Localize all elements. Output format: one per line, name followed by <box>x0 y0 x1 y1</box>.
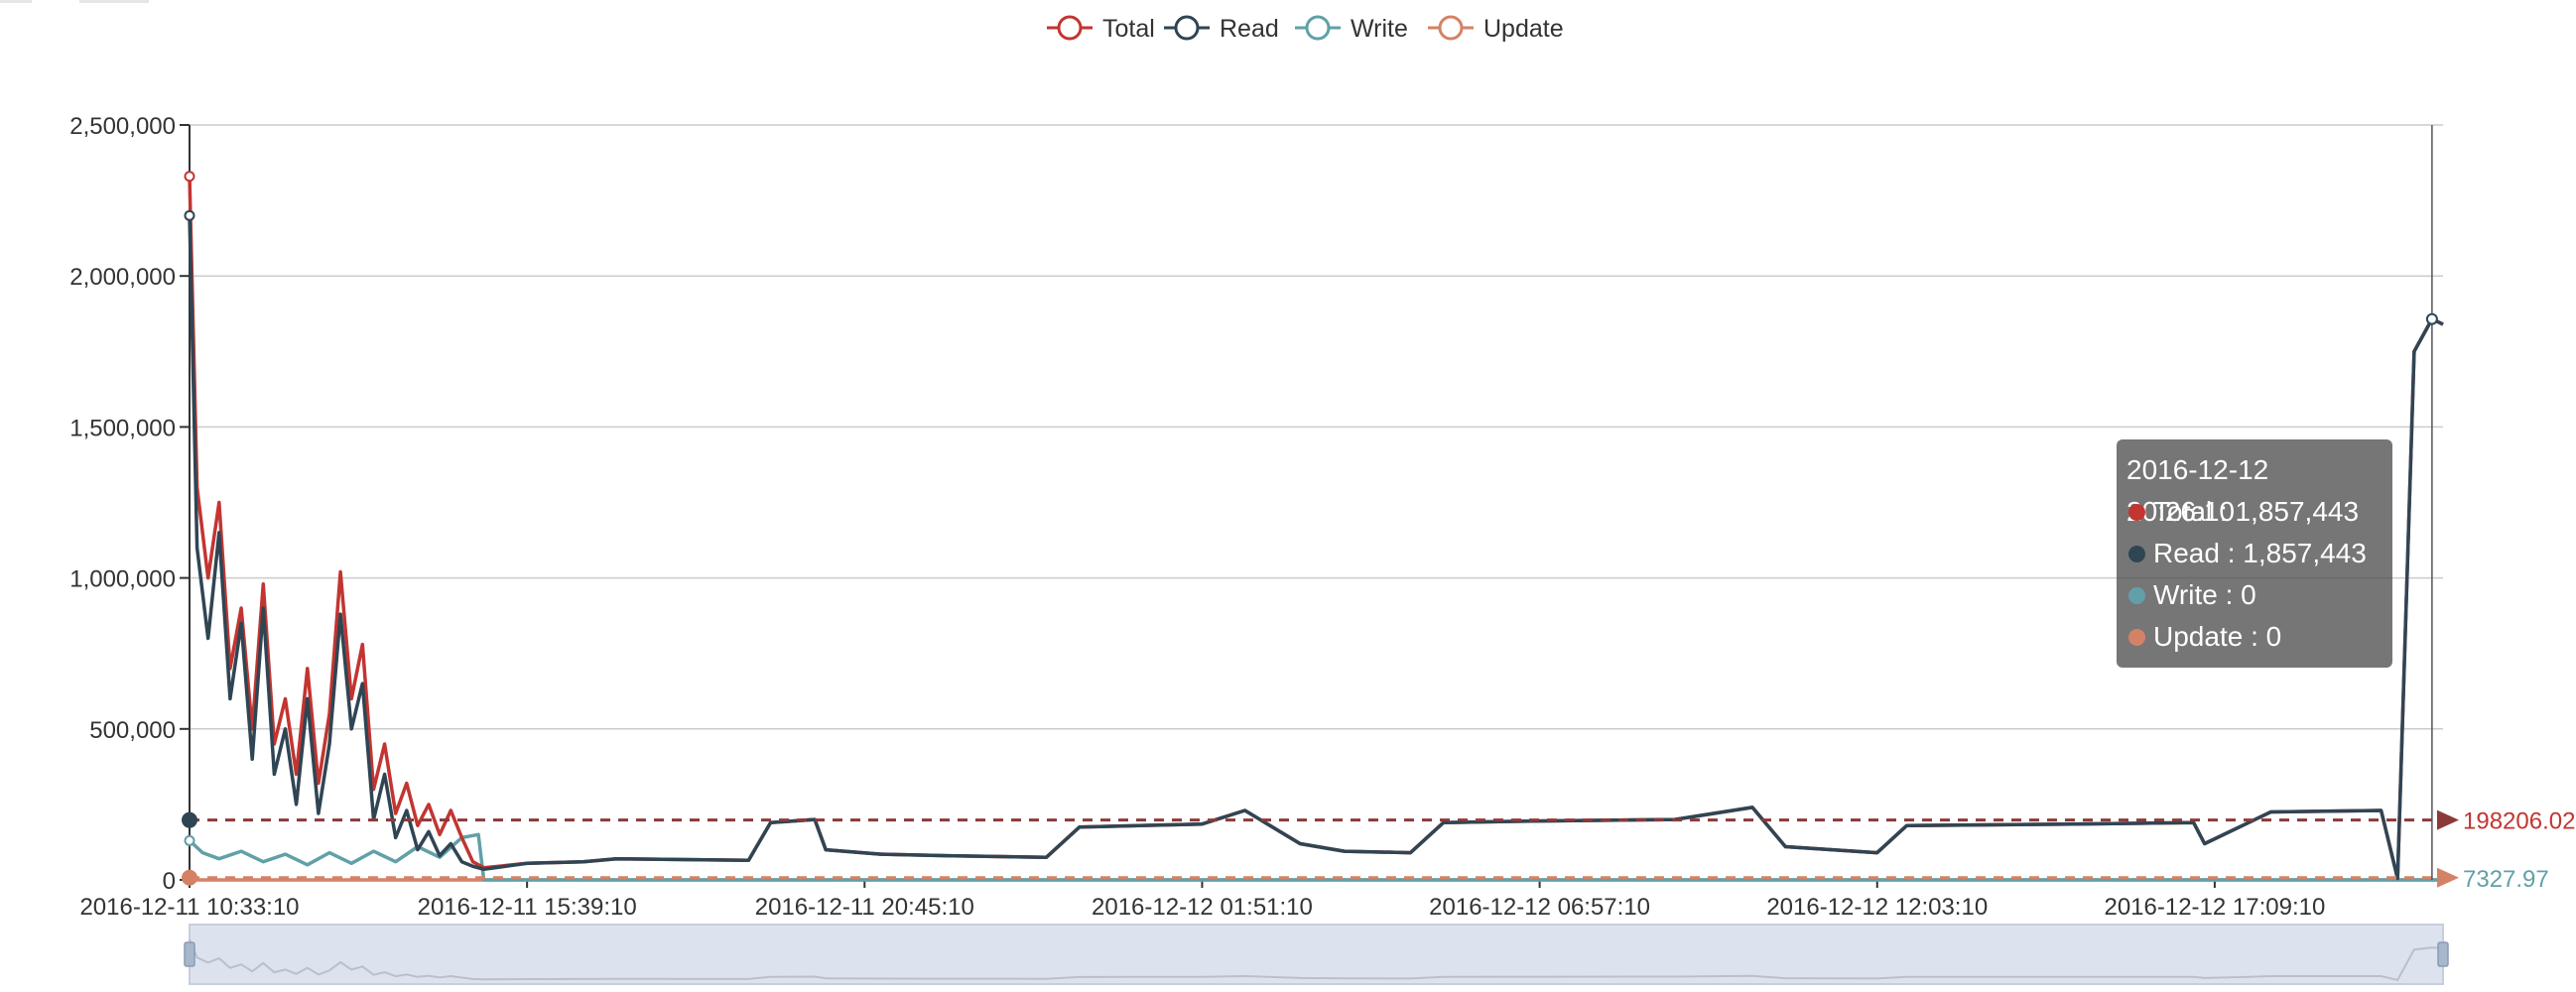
axis-pointer <box>2425 125 2438 880</box>
tooltip-row-read: Read : 1,857,443 <box>2126 533 2383 574</box>
tooltip-row-update: Update : 0 <box>2126 616 2383 658</box>
y-tick-label: 0 <box>163 868 176 895</box>
legend-label-read: Read <box>1220 15 1279 43</box>
lower-mark-label: 7327.97 <box>2463 866 2549 893</box>
lower-mark-arrow <box>2437 867 2459 888</box>
zoom-handle-left[interactable] <box>184 941 195 967</box>
y-tick-label: 500,000 <box>89 717 176 744</box>
tooltip-row-write: Write : 0 <box>2126 574 2383 616</box>
legend-label-update: Update <box>1483 15 1564 43</box>
series-point-write <box>184 834 195 846</box>
zoom-track[interactable] <box>189 924 2444 985</box>
series-point-total <box>184 171 195 183</box>
legend-marker-write <box>1305 15 1331 41</box>
tooltip-dot-write <box>2128 586 2145 604</box>
x-tick-label: 2016-12-12 12:03:10 <box>1766 894 1988 921</box>
x-tick-label: 2016-12-12 01:51:10 <box>1092 894 1313 921</box>
legend-marker-update <box>1438 15 1464 41</box>
legend-item-read[interactable]: Read <box>1164 15 1279 43</box>
tooltip-title: 2016-12-12 20:26:10 <box>2126 454 2269 527</box>
tooltip-label-read: Read : 1,857,443 <box>2153 538 2367 568</box>
zoom-data-shadow <box>189 938 2444 982</box>
tooltip-dot-read <box>2128 545 2145 562</box>
y-tick-label: 2,500,000 <box>69 113 176 140</box>
legend-label-total: Total <box>1102 15 1155 43</box>
x-tick-label: 2016-12-11 10:33:10 <box>79 894 299 921</box>
legend-marker-total <box>1057 15 1083 41</box>
x-tick-label: 2016-12-12 17:09:10 <box>2104 894 2325 921</box>
x-tick-label: 2016-12-11 15:39:10 <box>418 894 637 921</box>
x-axis: 2016-12-11 10:33:10 2016-12-11 15:39:10 20… <box>79 879 2443 921</box>
series-line-write <box>188 832 2443 882</box>
legend[interactable]: Total Read Write Update <box>1047 15 1564 43</box>
axis-pointer-point <box>2425 312 2438 325</box>
legend-item-total[interactable]: Total <box>1047 15 1155 43</box>
grid-lines <box>190 124 2443 730</box>
y-axis: 0 500,000 1,000,000 1,500,000 2,000,000 2,500… <box>69 113 191 895</box>
tooltip-dot-total <box>2128 503 2145 521</box>
tooltip-dot-update <box>2128 628 2145 646</box>
zoom-handle-right[interactable] <box>2437 941 2449 967</box>
series-point-read <box>184 209 195 221</box>
y-tick-label: 1,000,000 <box>69 566 176 593</box>
top-tab-left[interactable] <box>0 0 32 3</box>
mark-lines: 198206.02 7327.97 <box>182 808 2575 893</box>
legend-marker-read <box>1174 15 1200 41</box>
data-zoom-slider[interactable] <box>184 924 2449 985</box>
tooltip-label-total: Total : 1,857,443 <box>2153 496 2360 527</box>
y-tick-label: 2,000,000 <box>69 264 176 291</box>
tooltip-label-write: Write : 0 <box>2153 579 2256 610</box>
legend-item-write[interactable]: Write <box>1295 15 1408 43</box>
series-line-read <box>188 215 2444 881</box>
average-mark-label: 198206.02 <box>2463 808 2575 835</box>
series-line-total <box>188 176 2444 881</box>
x-tick-label: 2016-12-11 20:45:10 <box>755 894 974 921</box>
x-tick-label: 2016-12-12 06:57:10 <box>1429 894 1650 921</box>
y-tick-label: 1,500,000 <box>69 415 176 441</box>
tooltip-row-total: Total : 1,857,443 <box>2126 491 2383 533</box>
legend-label-write: Write <box>1351 15 1408 43</box>
top-tab-right[interactable] <box>79 0 149 3</box>
lower-mark-start <box>182 869 197 886</box>
average-mark-start <box>182 811 197 828</box>
tooltip-label-update: Update : 0 <box>2153 621 2282 652</box>
series-layer <box>184 171 2444 886</box>
average-mark-arrow <box>2437 809 2459 830</box>
tooltip: 2016-12-12 20:26:10 Total : 1,857,443 Re… <box>2117 439 2392 668</box>
legend-item-update[interactable]: Update <box>1428 15 1564 43</box>
